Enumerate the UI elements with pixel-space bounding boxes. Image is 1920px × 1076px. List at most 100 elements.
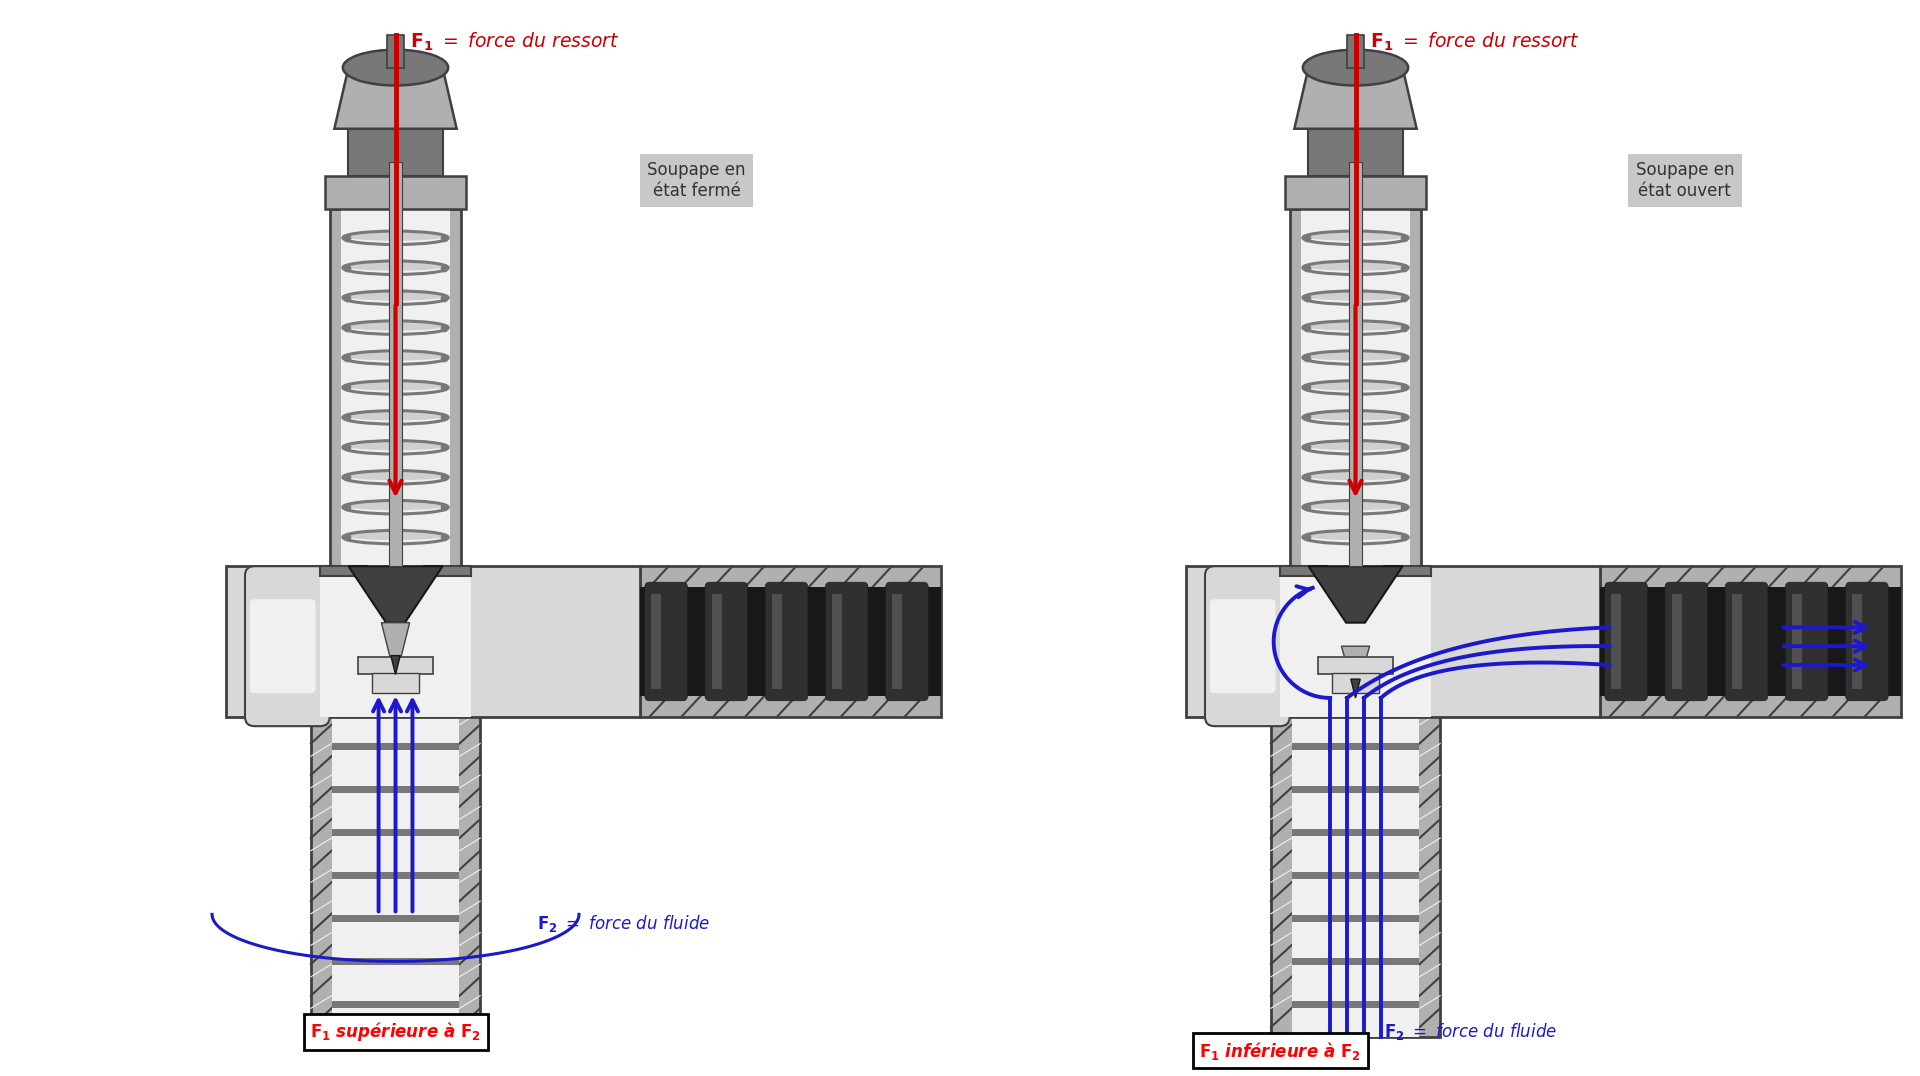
Text: $\mathbf{F_1}$$\mathit{\ =\ force\ du\ ressort}$: $\mathbf{F_1}$$\mathit{\ =\ force\ du\ r… xyxy=(1369,31,1578,54)
Ellipse shape xyxy=(346,322,445,330)
FancyBboxPatch shape xyxy=(342,209,449,566)
Ellipse shape xyxy=(346,471,445,480)
FancyBboxPatch shape xyxy=(1292,1001,1419,1008)
Ellipse shape xyxy=(346,441,445,451)
Ellipse shape xyxy=(1306,441,1405,451)
FancyBboxPatch shape xyxy=(1348,34,1363,68)
Polygon shape xyxy=(392,655,399,675)
Ellipse shape xyxy=(1306,322,1405,330)
Text: $\mathbf{F_1}$ inférieure à $\mathbf{F_2}$: $\mathbf{F_1}$ inférieure à $\mathbf{F_2… xyxy=(1200,1039,1361,1062)
FancyBboxPatch shape xyxy=(324,175,467,209)
FancyBboxPatch shape xyxy=(826,582,868,700)
FancyBboxPatch shape xyxy=(1317,657,1394,675)
Ellipse shape xyxy=(1306,471,1405,480)
FancyBboxPatch shape xyxy=(1292,958,1419,965)
FancyBboxPatch shape xyxy=(1845,582,1887,700)
FancyBboxPatch shape xyxy=(332,1001,459,1008)
FancyBboxPatch shape xyxy=(1210,599,1275,693)
FancyBboxPatch shape xyxy=(1599,566,1901,717)
Ellipse shape xyxy=(346,292,445,300)
Ellipse shape xyxy=(346,231,445,241)
FancyBboxPatch shape xyxy=(1350,161,1361,566)
FancyBboxPatch shape xyxy=(246,566,330,726)
Ellipse shape xyxy=(1306,382,1405,391)
Ellipse shape xyxy=(344,49,447,85)
FancyBboxPatch shape xyxy=(1672,594,1682,689)
Ellipse shape xyxy=(346,261,445,271)
FancyBboxPatch shape xyxy=(321,566,470,717)
FancyBboxPatch shape xyxy=(390,161,401,566)
Polygon shape xyxy=(334,68,457,129)
FancyBboxPatch shape xyxy=(645,582,687,700)
FancyBboxPatch shape xyxy=(1292,707,1419,1036)
FancyBboxPatch shape xyxy=(1599,586,1901,696)
Ellipse shape xyxy=(1306,352,1405,360)
FancyBboxPatch shape xyxy=(1290,209,1421,566)
Ellipse shape xyxy=(346,532,445,540)
Text: $\mathbf{F_2}$$\mathit{\ =\ force\ du\ fluide}$: $\mathbf{F_2}$$\mathit{\ =\ force\ du\ f… xyxy=(536,914,710,934)
FancyBboxPatch shape xyxy=(1281,566,1430,717)
FancyBboxPatch shape xyxy=(1292,829,1419,836)
FancyBboxPatch shape xyxy=(772,594,781,689)
FancyBboxPatch shape xyxy=(1786,582,1828,700)
Text: $\mathbf{F_1}$$\mathit{\ =\ force\ du\ ressort}$: $\mathbf{F_1}$$\mathit{\ =\ force\ du\ r… xyxy=(409,31,618,54)
FancyBboxPatch shape xyxy=(227,566,639,717)
Ellipse shape xyxy=(346,411,445,421)
Polygon shape xyxy=(1352,679,1359,698)
Ellipse shape xyxy=(1306,532,1405,540)
Ellipse shape xyxy=(1306,411,1405,421)
Polygon shape xyxy=(321,566,367,576)
FancyBboxPatch shape xyxy=(1611,594,1620,689)
FancyBboxPatch shape xyxy=(1332,672,1379,693)
FancyBboxPatch shape xyxy=(1309,129,1402,175)
FancyBboxPatch shape xyxy=(1284,175,1427,209)
FancyBboxPatch shape xyxy=(332,785,459,793)
FancyBboxPatch shape xyxy=(332,872,459,879)
Ellipse shape xyxy=(346,501,445,510)
FancyBboxPatch shape xyxy=(332,707,459,1036)
Polygon shape xyxy=(1281,566,1327,576)
FancyBboxPatch shape xyxy=(1292,872,1419,879)
FancyBboxPatch shape xyxy=(332,958,459,965)
Ellipse shape xyxy=(1306,501,1405,510)
Ellipse shape xyxy=(346,352,445,360)
Text: Soupape en
état fermé: Soupape en état fermé xyxy=(647,161,745,200)
Polygon shape xyxy=(1342,647,1369,679)
FancyBboxPatch shape xyxy=(1605,582,1647,700)
Text: $\mathbf{F_1}$ supérieure à $\mathbf{F_2}$: $\mathbf{F_1}$ supérieure à $\mathbf{F_2… xyxy=(311,1020,480,1044)
FancyBboxPatch shape xyxy=(250,599,315,693)
Ellipse shape xyxy=(1306,231,1405,241)
Polygon shape xyxy=(424,566,470,576)
Text: $\mathbf{F_2}$$\mathit{\ =\ force\ du\ fluide}$: $\mathbf{F_2}$$\mathit{\ =\ force\ du\ f… xyxy=(1384,1021,1557,1043)
FancyBboxPatch shape xyxy=(1853,594,1862,689)
FancyBboxPatch shape xyxy=(1187,566,1599,717)
FancyBboxPatch shape xyxy=(639,566,941,717)
Ellipse shape xyxy=(1306,261,1405,271)
FancyBboxPatch shape xyxy=(332,742,459,750)
FancyBboxPatch shape xyxy=(705,582,747,700)
Polygon shape xyxy=(382,623,409,661)
FancyBboxPatch shape xyxy=(372,672,419,693)
Polygon shape xyxy=(348,566,442,623)
FancyBboxPatch shape xyxy=(651,594,660,689)
FancyBboxPatch shape xyxy=(311,707,480,1036)
Polygon shape xyxy=(1309,566,1402,623)
FancyBboxPatch shape xyxy=(1292,742,1419,750)
FancyBboxPatch shape xyxy=(357,657,434,675)
FancyBboxPatch shape xyxy=(712,594,722,689)
FancyBboxPatch shape xyxy=(1292,785,1419,793)
FancyBboxPatch shape xyxy=(1302,209,1409,566)
FancyBboxPatch shape xyxy=(639,586,941,696)
Polygon shape xyxy=(1294,68,1417,129)
FancyBboxPatch shape xyxy=(766,582,808,700)
FancyBboxPatch shape xyxy=(1732,594,1741,689)
Polygon shape xyxy=(1384,566,1430,576)
Ellipse shape xyxy=(1306,292,1405,300)
Ellipse shape xyxy=(1304,49,1407,85)
Text: Soupape en
état ouvert: Soupape en état ouvert xyxy=(1636,161,1734,200)
FancyBboxPatch shape xyxy=(885,582,927,700)
FancyBboxPatch shape xyxy=(893,594,902,689)
FancyBboxPatch shape xyxy=(1791,594,1803,689)
FancyBboxPatch shape xyxy=(330,209,461,566)
FancyBboxPatch shape xyxy=(1665,582,1707,700)
